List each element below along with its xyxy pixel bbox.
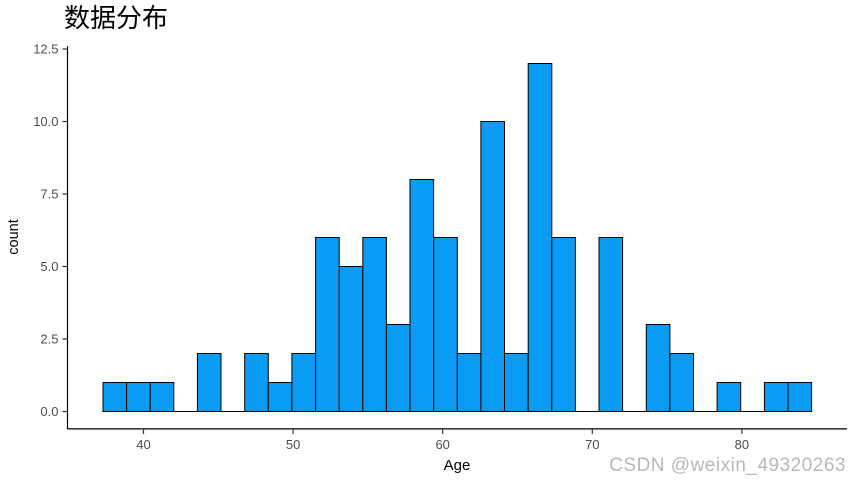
histogram-bar — [669, 353, 695, 412]
histogram-bar — [196, 353, 222, 412]
histogram-bar — [716, 382, 742, 412]
histogram-bar — [527, 63, 553, 412]
histogram-bar — [598, 237, 624, 412]
histogram-bar — [126, 382, 151, 412]
histogram-bar — [267, 382, 293, 412]
y-tick-label: 2.5 — [40, 332, 58, 347]
histogram-bar — [456, 353, 482, 412]
histogram-bar — [763, 382, 789, 412]
histogram-bar — [433, 237, 458, 412]
x-tick-label: 60 — [435, 437, 449, 452]
histogram-bar — [385, 324, 411, 412]
histogram-bar — [338, 266, 364, 412]
histogram-bar — [362, 237, 387, 412]
histogram-bar — [291, 353, 316, 412]
histogram-bar — [551, 237, 576, 412]
x-axis-title: Age — [443, 457, 471, 474]
histogram-bar — [645, 324, 671, 412]
y-tick-label: 12.5 — [33, 42, 58, 57]
x-tick-label: 40 — [136, 437, 150, 452]
x-tick-label: 50 — [286, 437, 300, 452]
y-tick-label: 7.5 — [40, 187, 58, 202]
y-tick-label: 10.0 — [33, 114, 58, 129]
y-tick-label: 0.0 — [40, 404, 58, 419]
watermark: CSDN @weixin_49320263 — [609, 455, 846, 476]
histogram-bar — [787, 382, 813, 412]
histogram-bar — [149, 382, 175, 412]
histogram-bar — [244, 353, 269, 412]
histogram-bar — [102, 382, 128, 412]
histogram-bar — [409, 179, 435, 412]
histogram-bar — [504, 353, 529, 412]
x-tick-label: 70 — [585, 437, 599, 452]
y-tick-label: 5.0 — [40, 259, 58, 274]
x-tick-label: 80 — [735, 437, 749, 452]
histogram-bar — [480, 121, 505, 412]
histogram-bar — [315, 237, 340, 412]
y-axis-title: count — [6, 219, 22, 255]
chart-title: 数据分布 — [64, 4, 169, 34]
